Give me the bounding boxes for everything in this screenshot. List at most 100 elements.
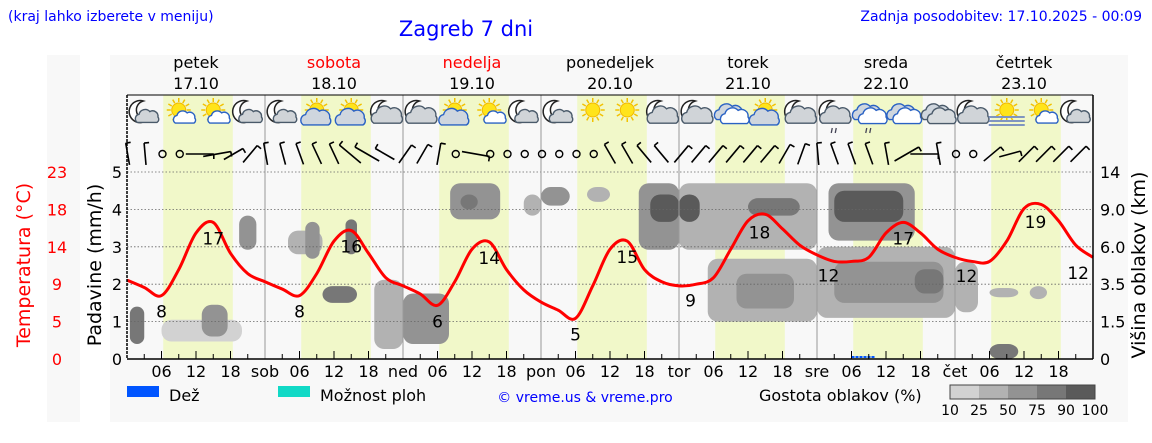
calm-wind-icon [175, 149, 184, 159]
cloud-shape [548, 108, 574, 124]
rain-legend-label: Dež [169, 386, 200, 405]
sun-ray [586, 116, 590, 121]
barb-feather [830, 141, 836, 145]
barb-feather [739, 144, 745, 150]
barb-shaft [279, 143, 287, 165]
cloud-blob [736, 273, 794, 309]
day-name: nedelja [443, 53, 502, 72]
sun-ray [754, 103, 759, 107]
barb-shaft [935, 143, 942, 165]
cloud-blob [541, 186, 570, 206]
sun-ray [768, 99, 772, 104]
calm-wind-icon [572, 149, 581, 159]
daylight-band [577, 95, 647, 359]
copyright-link[interactable]: © vreme.us & vreme.pro [497, 390, 672, 406]
wind-barb-icon [223, 147, 247, 161]
cloud-height-tick: 6.0 [1100, 238, 1125, 257]
sun-ray [995, 103, 1001, 107]
cloud-shape [681, 105, 714, 124]
x-tick-hour: 18 [496, 362, 516, 381]
wind-barb-icon [725, 144, 745, 163]
barb-feather [604, 141, 610, 146]
barb-shaft [708, 145, 724, 163]
temperature-label: 14 [478, 249, 500, 269]
sun-ray [461, 103, 466, 107]
calm-wind-icon [537, 149, 547, 159]
calm-wind-icon [589, 149, 598, 159]
sun-ray [185, 103, 190, 107]
day-date: 18.10 [311, 74, 357, 93]
sun-cloud-icon [1029, 98, 1059, 124]
sun-ray [458, 99, 462, 104]
sun-ray [206, 99, 210, 104]
wind-barb-icon [894, 146, 922, 162]
temperature-label: 15 [616, 248, 638, 268]
sun-cloud-icon [201, 98, 231, 124]
sun-ray [320, 99, 324, 104]
x-tick-hour: 18 [910, 362, 930, 381]
precip-tick: 4 [112, 200, 122, 219]
wind-barb-icon [143, 141, 150, 166]
sun-ray [448, 99, 452, 104]
cloud-blob [650, 194, 679, 222]
calm-wind-icon [951, 149, 961, 159]
sun-icon [615, 98, 640, 122]
temperature-label: 18 [749, 223, 771, 243]
drizzle-mark [869, 127, 872, 134]
barb-shaft [374, 147, 395, 161]
precip-tick: 3 [112, 238, 122, 257]
sun-bigcloud-icon [300, 98, 332, 126]
sun-ray [344, 99, 348, 104]
barb-feather [636, 141, 642, 147]
temperature-line [126, 201, 1094, 321]
barb-shaft [983, 146, 1002, 162]
sun-ray [620, 99, 624, 104]
moon-cloud-icon [1059, 99, 1091, 124]
sun-ray [482, 99, 486, 104]
cloud-blob [239, 215, 257, 250]
temperature-label: 12 [818, 266, 840, 286]
wind-barb-icon [983, 146, 1005, 162]
sun-ray [219, 103, 225, 107]
barb-feather [884, 141, 890, 144]
wind-barb-icon [742, 144, 762, 163]
calm-wind-icon [486, 149, 495, 159]
barb-shaft [847, 143, 857, 165]
cloud-shape [483, 110, 507, 124]
temperature-label: 12 [1067, 264, 1089, 284]
menu-hint-link[interactable]: (kraj lahko izberete v meniju) [8, 9, 214, 25]
cloud-shape [405, 105, 438, 124]
sun-ray [305, 103, 311, 107]
cloud-blob [345, 219, 357, 255]
sun-ray [354, 99, 358, 104]
barb-shaft [636, 145, 652, 163]
sun-ray [581, 113, 587, 117]
barb-shaft [223, 147, 244, 161]
cloudy-icon [886, 103, 923, 125]
barb-feather [295, 141, 301, 145]
temperature-label: 12 [956, 267, 978, 287]
moon-bigcloud-icon [680, 99, 714, 124]
barb-shaft [1069, 145, 1087, 163]
density-swatch [1008, 385, 1037, 399]
temp-tick: 9 [52, 275, 62, 294]
drizzle-mark [830, 127, 833, 134]
moon-bigcloud-icon [645, 99, 680, 124]
cloud-shape [238, 108, 263, 124]
cloud-blob [914, 269, 944, 294]
cloud-shape [172, 110, 197, 124]
barb-feather [864, 141, 871, 145]
wind-barb-icon [295, 141, 305, 165]
density-scale-border [949, 384, 1096, 400]
barb-shaft [143, 142, 147, 166]
sun-ray [443, 103, 449, 107]
barb-feather [756, 144, 762, 150]
weather-icons [128, 98, 1091, 134]
moon-cloud-icon [507, 99, 539, 124]
drizzle-mark [865, 127, 868, 134]
barb-feather [1019, 150, 1023, 157]
cloud-blob [460, 194, 478, 210]
sun-ray [202, 103, 207, 107]
showers-legend-label: Možnost ploh [320, 386, 426, 405]
cloud-shape [784, 105, 818, 124]
